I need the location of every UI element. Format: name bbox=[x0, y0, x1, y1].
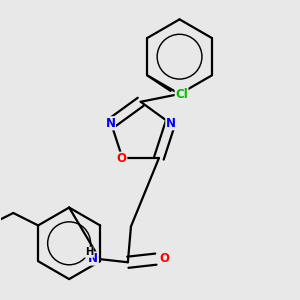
Text: Cl: Cl bbox=[175, 88, 188, 100]
Text: H: H bbox=[85, 247, 93, 257]
Text: O: O bbox=[159, 252, 169, 265]
Text: N: N bbox=[166, 117, 176, 130]
Text: O: O bbox=[117, 152, 127, 165]
Text: N: N bbox=[106, 117, 116, 130]
Text: N: N bbox=[88, 252, 98, 265]
